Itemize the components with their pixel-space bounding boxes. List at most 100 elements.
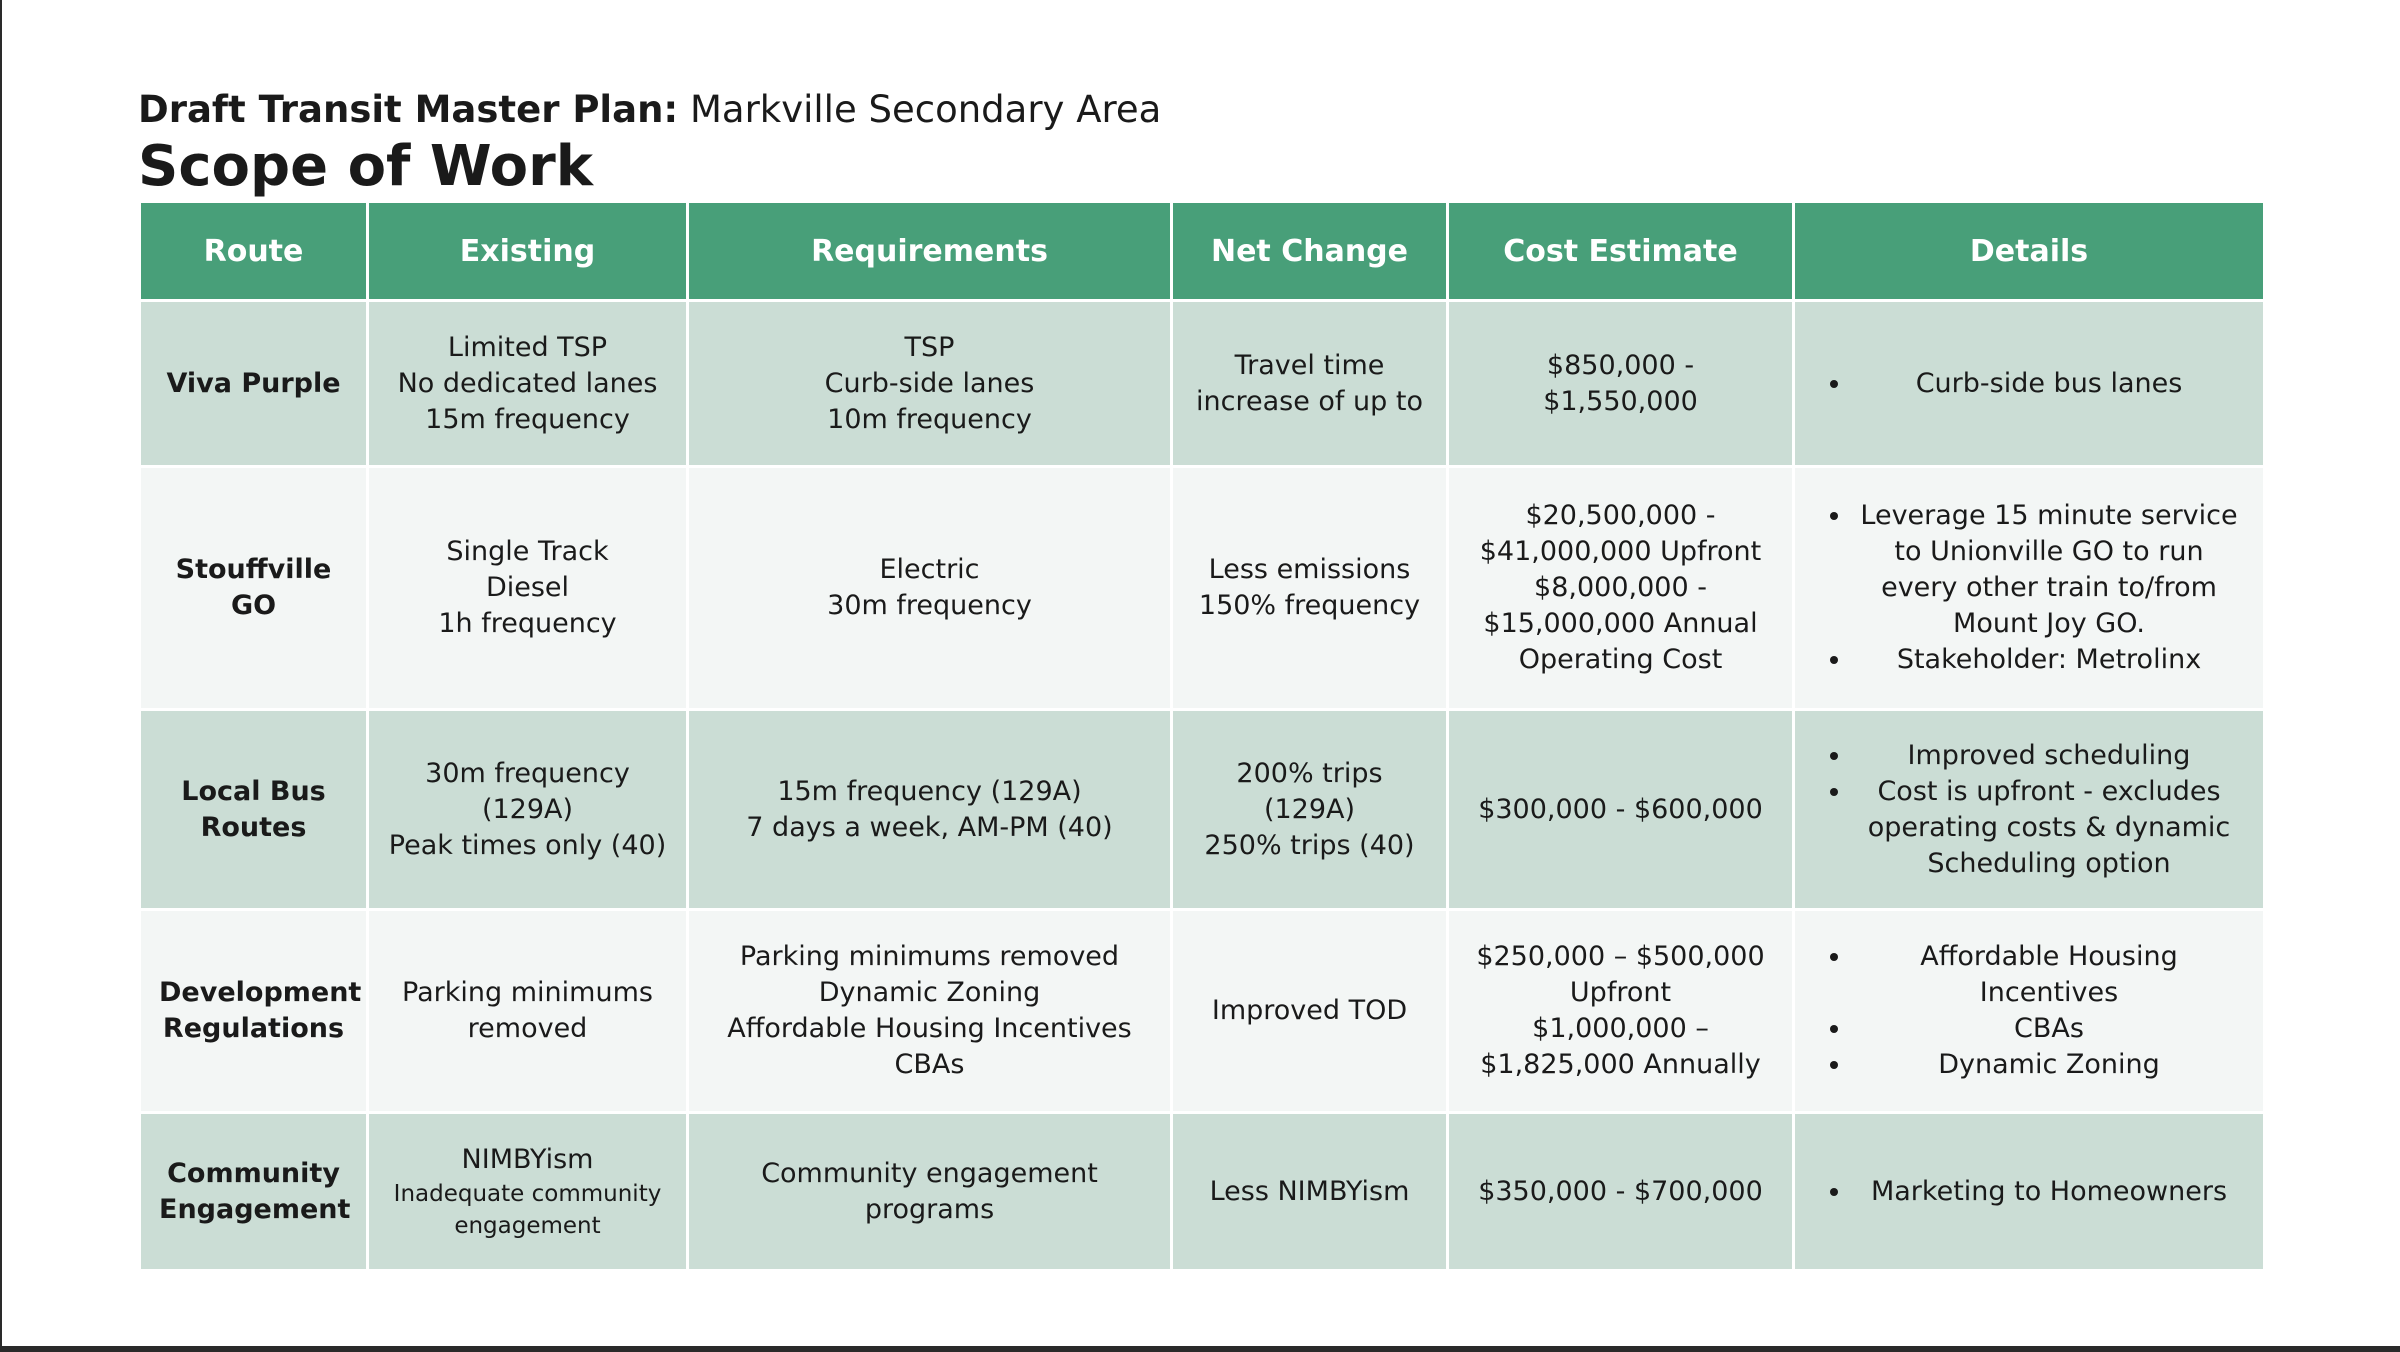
details-cell: Affordable Housing Incentives CBAs Dynam…	[1795, 911, 2263, 1111]
existing-cell: Parking minimums removed	[369, 911, 686, 1111]
cost-line: $250,000 – $500,000	[1476, 941, 1765, 972]
requirements-cell: Parking minimums removed Dynamic Zoning …	[689, 911, 1170, 1111]
column-header-existing: Existing	[369, 203, 686, 299]
slide-header: Draft Transit Master Plan: Markville Sec…	[138, 88, 1161, 200]
details-item: Stakeholder: Metrolinx	[1853, 642, 2245, 678]
route-cell: Viva Purple	[141, 302, 366, 465]
net-change-cell: 200% trips (129A) 250% trips (40)	[1173, 711, 1446, 908]
details-item: Curb-side bus lanes	[1853, 366, 2245, 402]
route-cell: Local Bus Routes	[141, 711, 366, 908]
details-cell: Leverage 15 minute service to Unionville…	[1795, 468, 2263, 708]
cost-estimate-cell: $350,000 - $700,000	[1449, 1114, 1792, 1269]
requirements-line: TSP	[904, 331, 955, 363]
existing-line: Limited TSP	[447, 331, 608, 363]
route-cell: Community Engagement	[141, 1114, 366, 1269]
column-header-cost-estimate: Cost Estimate	[1449, 203, 1792, 299]
requirements-line: Community engagement	[761, 1157, 1098, 1189]
details-item: CBAs	[1853, 1011, 2245, 1047]
existing-line: No dedicated lanes	[397, 367, 658, 399]
net-change-cell: Improved TOD	[1173, 911, 1446, 1111]
details-item: Improved scheduling	[1853, 738, 2245, 774]
existing-cell: 30m frequency (129A) Peak times only (40…	[369, 711, 686, 908]
details-list: Marketing to Homeowners	[1813, 1174, 2245, 1210]
route-name: Local Bus	[181, 775, 326, 807]
route-name: Stouffville	[175, 554, 332, 585]
net-change-line: Less NIMBYism	[1209, 1175, 1410, 1207]
cost-line: $41,000,000 Upfront	[1479, 536, 1762, 567]
net-change-line: Less emissions	[1208, 554, 1411, 585]
existing-line: Peak times only (40)	[388, 829, 667, 861]
requirements-cell: 15m frequency (129A) 7 days a week, AM-P…	[689, 711, 1170, 908]
details-list: Curb-side bus lanes	[1813, 366, 2245, 402]
route-name: Community	[167, 1157, 340, 1189]
cost-line: $20,500,000 -	[1525, 500, 1716, 531]
requirements-cell: Community engagement programs	[689, 1114, 1170, 1269]
existing-note-line: Inadequate community	[393, 1180, 662, 1207]
net-change-line: 200% trips (129A)	[1236, 757, 1383, 825]
slide-subtitle: Draft Transit Master Plan: Markville Sec…	[138, 88, 1161, 132]
existing-cell: NIMBYism Inadequate community engagement	[369, 1114, 686, 1269]
cost-line: $8,000,000 -	[1534, 572, 1707, 603]
slide-title: Scope of Work	[138, 134, 593, 199]
cost-line: Operating Cost	[1518, 644, 1723, 675]
column-header-net-change: Net Change	[1173, 203, 1446, 299]
scope-of-work-table: Route Existing Requirements Net Change C…	[138, 200, 2266, 1272]
existing-line: NIMBYism	[461, 1143, 594, 1175]
cost-line: $1,000,000 –	[1532, 1013, 1709, 1044]
details-item: Leverage 15 minute service to Unionville…	[1853, 498, 2245, 642]
frame-bottom-border	[0, 1346, 2400, 1352]
column-header-requirements: Requirements	[689, 203, 1170, 299]
requirements-line: Curb-side lanes	[824, 367, 1035, 399]
existing-cell: Single Track Diesel 1h frequency	[369, 468, 686, 708]
details-cell: Curb-side bus lanes	[1795, 302, 2263, 465]
net-change-line: Improved TOD	[1211, 995, 1408, 1026]
table-row: Viva Purple Limited TSP No dedicated lan…	[141, 302, 2263, 465]
existing-line: 15m frequency	[425, 403, 630, 435]
cost-estimate-cell: $300,000 - $600,000	[1449, 711, 1792, 908]
route-name: Regulations	[162, 1013, 345, 1044]
existing-line: Parking minimums	[402, 977, 653, 1008]
net-change-line: 250% trips (40)	[1204, 829, 1415, 861]
requirements-line: programs	[864, 1193, 995, 1225]
cost-estimate-cell: $250,000 – $500,000 Upfront $1,000,000 –…	[1449, 911, 1792, 1111]
route-name: GO	[230, 590, 277, 621]
net-change-cell: Less NIMBYism	[1173, 1114, 1446, 1269]
route-name: Viva Purple	[166, 367, 341, 399]
cost-estimate-cell: $850,000 - $1,550,000	[1449, 302, 1792, 465]
subtitle-area-name: Markville Secondary Area	[678, 88, 1162, 131]
details-item: Cost is upfront - excludes operating cos…	[1853, 774, 2245, 882]
existing-note-line: engagement	[454, 1212, 601, 1239]
requirements-line: 7 days a week, AM-PM (40)	[746, 811, 1113, 843]
existing-line: Single Track	[446, 536, 609, 567]
net-change-cell: Less emissions 150% frequency	[1173, 468, 1446, 708]
route-name: Routes	[200, 811, 307, 843]
subtitle-plan-name: Draft Transit Master Plan:	[138, 88, 679, 131]
net-change-line: Travel time	[1234, 349, 1385, 381]
details-list: Leverage 15 minute service to Unionville…	[1813, 498, 2245, 678]
details-item: Marketing to Homeowners	[1853, 1174, 2245, 1210]
details-item: Affordable Housing Incentives	[1853, 939, 2245, 1011]
existing-line: (129A)	[481, 793, 574, 825]
details-cell: Marketing to Homeowners	[1795, 1114, 2263, 1269]
existing-line: 1h frequency	[438, 608, 617, 639]
existing-cell: Limited TSP No dedicated lanes 15m frequ…	[369, 302, 686, 465]
requirements-line: CBAs	[894, 1049, 965, 1080]
details-list: Affordable Housing Incentives CBAs Dynam…	[1813, 939, 2245, 1083]
column-header-details: Details	[1795, 203, 2263, 299]
details-cell: Improved scheduling Cost is upfront - ex…	[1795, 711, 2263, 908]
table-row: Community Engagement NIMBYism Inadequate…	[141, 1114, 2263, 1269]
requirements-cell: Electric 30m frequency	[689, 468, 1170, 708]
requirements-line: Parking minimums removed	[739, 941, 1120, 972]
existing-line: removed	[467, 1013, 588, 1044]
cost-line: Upfront	[1569, 977, 1672, 1008]
route-cell: Stouffville GO	[141, 468, 366, 708]
cost-line: $15,000,000 Annual	[1483, 608, 1758, 639]
cost-line: $1,825,000 Annually	[1480, 1049, 1761, 1080]
net-change-line: 150% frequency	[1198, 590, 1421, 621]
requirements-cell: TSP Curb-side lanes 10m frequency	[689, 302, 1170, 465]
details-item: Dynamic Zoning	[1853, 1047, 2245, 1083]
requirements-line: 30m frequency	[827, 590, 1032, 621]
cost-estimate-cell: $20,500,000 - $41,000,000 Upfront $8,000…	[1449, 468, 1792, 708]
requirements-line: 10m frequency	[827, 403, 1032, 435]
requirements-line: Dynamic Zoning	[818, 977, 1041, 1008]
